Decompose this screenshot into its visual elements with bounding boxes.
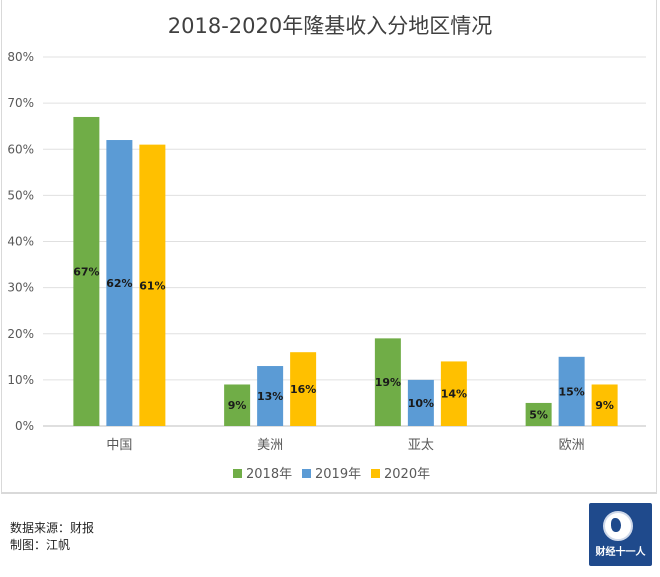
footer: 数据来源：财报 制图：江帆 xyxy=(10,520,94,554)
bar-2019年 xyxy=(106,140,133,426)
data-label: 16% xyxy=(290,383,316,396)
bar-2018年 xyxy=(224,384,251,426)
bar-2020年 xyxy=(591,384,618,426)
bar-2018年 xyxy=(525,402,552,426)
bar-2020年 xyxy=(440,361,467,426)
x-tick-label: 美洲 xyxy=(257,438,283,453)
legend-label: 2019年 xyxy=(315,467,361,482)
legend-swatch xyxy=(371,469,380,478)
chart-title: 2018-2020年隆基收入分地区情况 xyxy=(168,14,492,38)
bar-2020年 xyxy=(290,352,317,426)
data-label: 19% xyxy=(375,376,401,389)
y-tick-label: 50% xyxy=(7,188,34,202)
data-label: 61% xyxy=(139,279,165,292)
y-tick-label: 80% xyxy=(7,50,34,64)
bar-2019年 xyxy=(257,366,284,426)
globe-icon xyxy=(603,511,633,541)
y-tick-label: 60% xyxy=(7,142,34,156)
data-label: 10% xyxy=(408,397,434,410)
x-tick-label: 欧洲 xyxy=(559,438,585,453)
data-label: 67% xyxy=(73,265,99,278)
bar-2020年 xyxy=(139,144,166,426)
bar-2019年 xyxy=(407,379,434,426)
data-label: 9% xyxy=(595,399,614,412)
legend-swatch xyxy=(302,469,311,478)
chart-frame xyxy=(1,0,657,494)
data-label: 9% xyxy=(228,399,247,412)
bar-2018年 xyxy=(374,338,401,426)
y-tick-label: 70% xyxy=(7,96,34,110)
data-label: 14% xyxy=(441,388,467,401)
source-note: 数据来源：财报 xyxy=(10,521,95,535)
bar-2019年 xyxy=(558,356,585,426)
y-tick-label: 40% xyxy=(7,235,34,249)
bar-chart: 2018-2020年隆基收入分地区情况 0% 10% 20% 30% 40% 50% 60% 7… xyxy=(7,14,646,482)
legend-swatch xyxy=(233,469,242,478)
y-tick-label: 0% xyxy=(15,419,34,433)
legend-label: 2020年 xyxy=(384,467,430,482)
data-label: 13% xyxy=(257,390,283,403)
data-label: 62% xyxy=(106,277,132,290)
legend-label: 2018年 xyxy=(246,467,292,482)
y-tick-label: 20% xyxy=(7,327,34,341)
data-label: 5% xyxy=(529,408,548,421)
bar-2018年 xyxy=(73,116,100,427)
author-note: 制图：江帆 xyxy=(10,538,71,552)
logo-text: 财经十一人 xyxy=(595,547,646,558)
data-label: 15% xyxy=(558,385,584,398)
y-tick-label: 10% xyxy=(7,373,34,387)
x-tick-label: 中国 xyxy=(106,438,132,453)
y-tick-label: 30% xyxy=(7,281,34,295)
x-tick-label: 亚太 xyxy=(408,438,434,453)
logo: 财经十一人 xyxy=(589,503,652,566)
